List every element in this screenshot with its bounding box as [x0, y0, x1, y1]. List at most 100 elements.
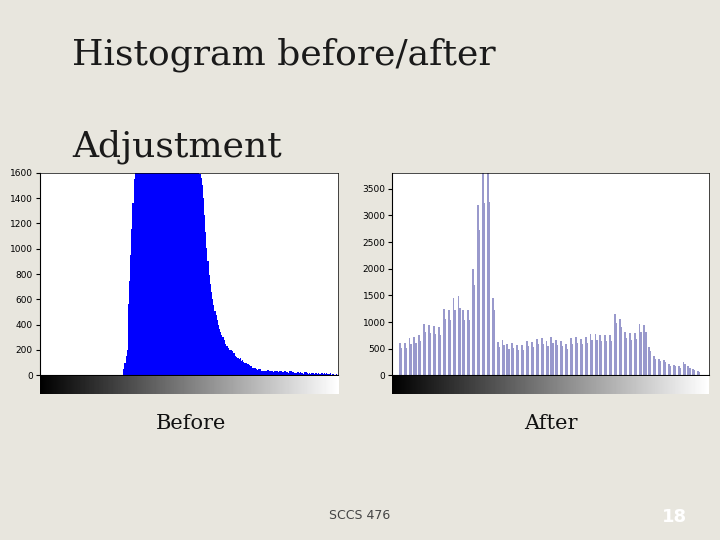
Bar — [201, 178, 202, 375]
Bar — [151, 173, 152, 375]
Bar — [595, 334, 596, 375]
Bar — [328, 374, 330, 375]
Bar — [474, 285, 475, 375]
Bar — [160, 173, 161, 375]
Bar — [648, 347, 650, 375]
Bar — [180, 173, 181, 375]
Bar — [546, 341, 547, 375]
Bar — [309, 373, 310, 375]
Bar — [399, 343, 400, 375]
Bar — [234, 354, 235, 375]
Bar — [213, 305, 215, 375]
Text: SCCS 476: SCCS 476 — [329, 509, 391, 522]
Bar — [449, 320, 451, 375]
Bar — [161, 173, 163, 375]
Bar — [635, 339, 636, 375]
Bar — [192, 173, 194, 375]
Bar — [624, 332, 626, 375]
Bar — [242, 360, 243, 375]
Bar — [557, 346, 559, 375]
Bar — [125, 356, 127, 375]
Bar — [325, 374, 326, 375]
Bar — [575, 337, 577, 375]
Bar — [271, 371, 272, 375]
Bar — [459, 308, 461, 375]
Bar — [565, 345, 567, 375]
Bar — [197, 173, 198, 375]
Bar — [203, 198, 204, 375]
Bar — [227, 346, 228, 375]
Bar — [292, 372, 293, 375]
Bar — [640, 332, 642, 375]
Bar — [591, 340, 593, 375]
Bar — [222, 338, 224, 375]
Bar — [215, 315, 217, 375]
Bar — [488, 202, 490, 375]
Bar — [232, 352, 233, 375]
Bar — [196, 173, 197, 375]
Bar — [438, 327, 440, 375]
Bar — [202, 185, 203, 375]
Bar — [606, 341, 608, 375]
Bar — [669, 366, 671, 375]
Bar — [314, 374, 315, 375]
Bar — [532, 347, 534, 375]
Bar — [620, 327, 622, 375]
Bar — [181, 173, 182, 375]
Bar — [189, 173, 190, 375]
Bar — [228, 348, 230, 375]
Bar — [634, 333, 636, 375]
Bar — [571, 343, 573, 375]
Bar — [400, 348, 402, 375]
Bar — [177, 173, 179, 375]
Bar — [272, 371, 273, 375]
Bar — [235, 356, 236, 375]
Bar — [336, 374, 337, 375]
Bar — [629, 333, 631, 375]
Bar — [295, 373, 297, 375]
Bar — [145, 173, 146, 375]
Bar — [513, 348, 514, 375]
Bar — [127, 350, 128, 375]
Bar — [518, 350, 519, 375]
Bar — [477, 205, 479, 375]
Bar — [307, 373, 308, 375]
Bar — [240, 358, 241, 375]
Bar — [511, 343, 513, 375]
Bar — [585, 337, 587, 375]
Bar — [248, 364, 249, 375]
Bar — [698, 372, 701, 375]
Bar — [183, 173, 184, 375]
Bar — [143, 173, 144, 375]
Bar — [261, 370, 263, 375]
Bar — [205, 232, 207, 375]
Bar — [267, 370, 269, 375]
Bar — [175, 173, 176, 375]
Bar — [542, 343, 544, 375]
Bar — [448, 310, 449, 375]
Bar — [469, 320, 470, 375]
Bar — [630, 340, 632, 375]
Bar — [138, 173, 140, 375]
Bar — [453, 298, 454, 375]
Bar — [209, 275, 210, 375]
Bar — [135, 173, 136, 375]
Bar — [611, 341, 612, 375]
Bar — [276, 372, 278, 375]
Bar — [305, 372, 307, 375]
Bar — [693, 370, 696, 375]
Bar — [654, 359, 657, 375]
Bar — [580, 339, 582, 375]
Bar — [173, 173, 174, 375]
Bar — [483, 203, 485, 375]
Bar — [425, 332, 426, 375]
Bar — [286, 372, 287, 375]
Bar — [404, 343, 405, 375]
Bar — [493, 309, 495, 375]
Bar — [405, 348, 407, 375]
Bar — [128, 304, 129, 375]
Text: 18: 18 — [662, 508, 688, 526]
Bar — [195, 173, 196, 375]
Bar — [434, 334, 436, 375]
Bar — [665, 362, 666, 375]
